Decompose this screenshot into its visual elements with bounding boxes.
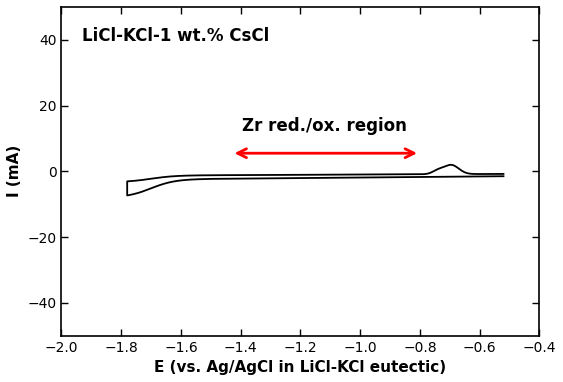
Y-axis label: I (mA): I (mA) [7,145,22,197]
Text: LiCl-KCl-1 wt.% CsCl: LiCl-KCl-1 wt.% CsCl [82,27,270,45]
X-axis label: E (vs. Ag/AgCl in LiCl-KCl eutectic): E (vs. Ag/AgCl in LiCl-KCl eutectic) [154,360,446,375]
Text: Zr red./ox. region: Zr red./ox. region [242,117,406,135]
